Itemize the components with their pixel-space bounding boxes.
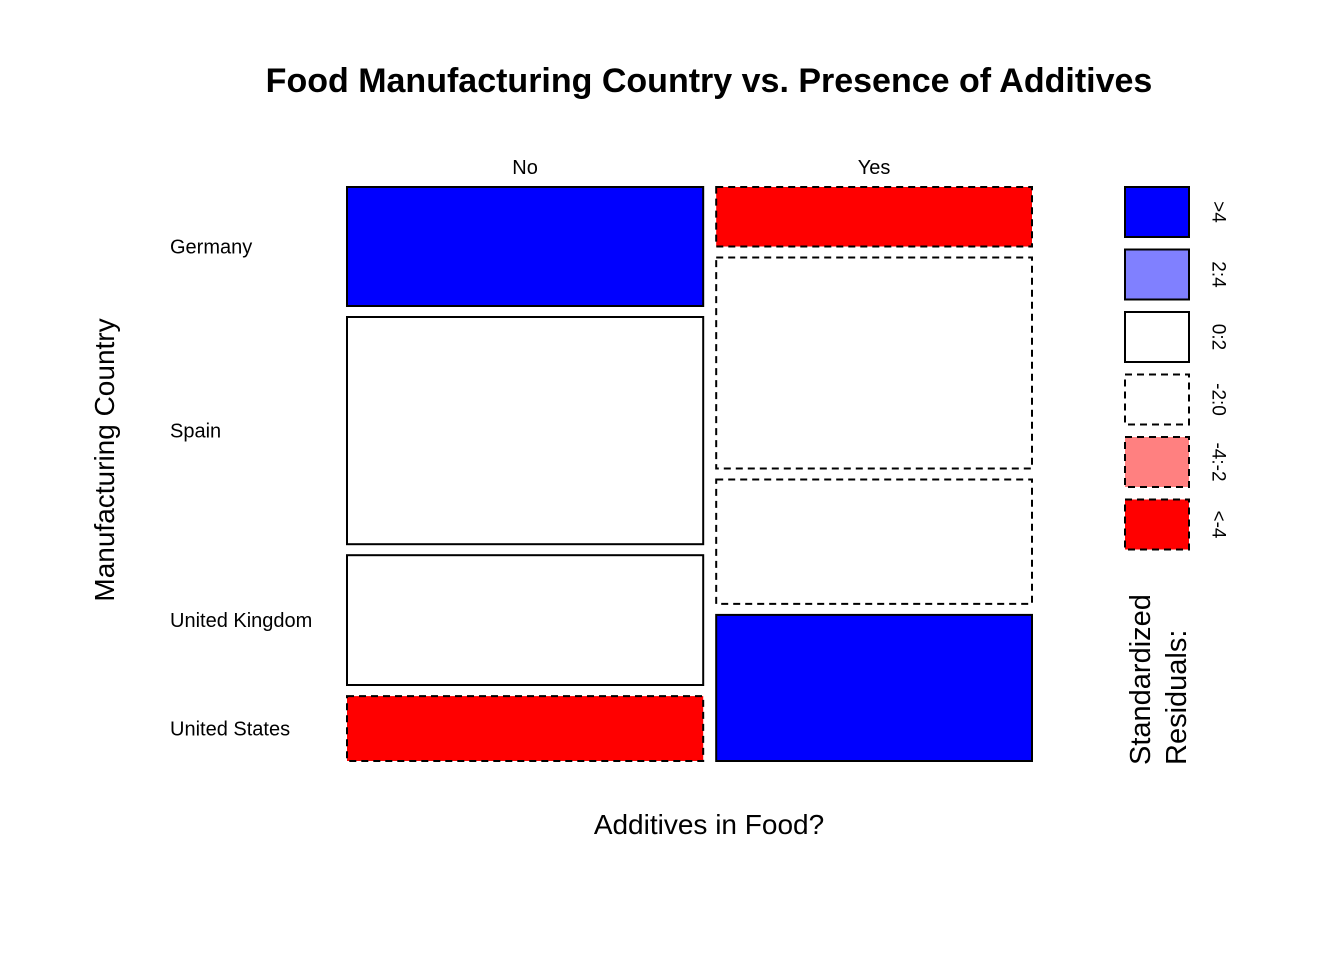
legend-swatch-2-4-1 (1124, 248, 1190, 301)
row-label-spain: Spain (170, 421, 221, 443)
row-label-united-kingdom: United Kingdom (170, 610, 312, 632)
cell-yes-united-states (715, 613, 1033, 763)
cell-no-united-kingdom (346, 554, 705, 687)
row-label-germany: Germany (170, 237, 252, 259)
cell-yes-germany (715, 186, 1033, 248)
legend-label-2: 0:2 (1208, 324, 1229, 350)
legend-swatch-4-2-4 (1124, 436, 1190, 488)
row-labels: Germany Spain United Kingdom United States (170, 237, 312, 741)
legend-title-line-2: Residuals: (1161, 630, 1193, 765)
legend-swatch-0-2-2 (1124, 311, 1190, 363)
legend-label-0: >4 (1208, 201, 1229, 223)
column-label-yes: Yes (858, 157, 891, 179)
legend-swatch-4-0 (1124, 186, 1190, 238)
y-axis-label: Manufacturing Country (89, 318, 120, 601)
legend-label-4: -4:-2 (1208, 442, 1229, 481)
mosaic-cells (346, 186, 1033, 763)
row-label-united-states: United States (170, 719, 290, 741)
cell-no-spain (346, 316, 705, 546)
x-axis-label: Additives in Food? (594, 809, 824, 840)
cell-yes-spain (715, 256, 1033, 470)
column-label-no: No (512, 157, 538, 179)
legend-label-3: -2:0 (1208, 383, 1229, 416)
cell-no-germany (346, 186, 705, 307)
legend-swatch-4-5 (1124, 498, 1190, 551)
legend-label-1: 2:4 (1208, 261, 1229, 288)
chart-title: Food Manufacturing Country vs. Presence … (266, 62, 1153, 100)
legend-swatch-2-0-3 (1124, 373, 1190, 426)
legend: >4 2:4 0:2 -2:0 -4:-2 <-4 Standardized Residual… (1124, 186, 1229, 765)
legend-label-5: <-4 (1208, 511, 1229, 539)
column-labels: No Yes (512, 157, 890, 179)
cell-yes-united-kingdom (715, 478, 1033, 605)
cell-no-united-states (346, 695, 705, 762)
legend-title-line-1: Standardized (1125, 594, 1157, 765)
